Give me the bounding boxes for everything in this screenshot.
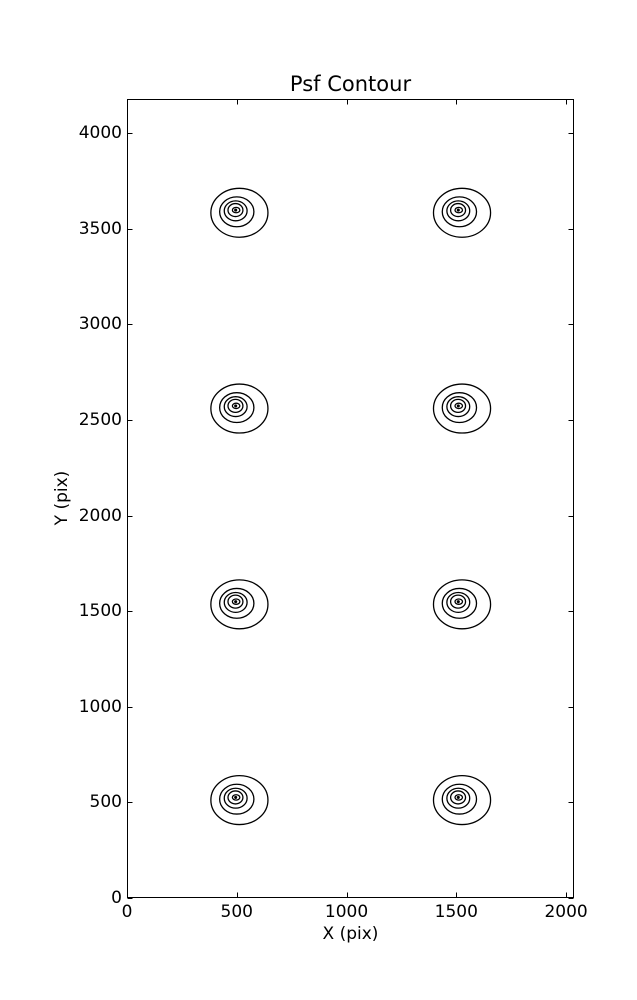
psf-center-dot [234,600,238,604]
contour-ring [227,398,244,414]
x-tick-label: 1500 [434,902,478,922]
psf-center-dot [234,208,238,212]
contour-ring [227,202,244,218]
tick-marks [127,99,574,899]
contour-ring [218,587,255,619]
contour-ring [449,790,467,805]
contour-ring [231,402,241,410]
contour-ring [449,202,467,218]
y-tick-label: 3000 [78,314,122,335]
y-tick-label: 3500 [78,218,122,239]
axes-frame [127,99,574,898]
psf-contour [432,774,492,826]
x-axis-label: X (pix) [322,924,379,944]
psf-contour [210,579,269,630]
y-tick-label: 2500 [78,410,122,430]
x-tick-label: 1000 [324,902,369,922]
contour-ring [454,206,464,214]
contour-ring [231,794,241,801]
chart-title: Psf Contour [289,72,412,96]
contour-ring [432,187,492,238]
contour-ring [446,787,471,809]
contour-ring [432,774,492,826]
contour-ring [446,200,471,222]
psf-center-dot [456,600,460,604]
psf-contour [432,187,492,238]
x-tick-label: 500 [220,902,253,922]
contour-ring [210,579,269,630]
contour-plot [210,187,492,826]
psf-center-dot [234,795,238,799]
contour-ring [227,790,244,805]
x-tick-label: 2000 [544,902,588,922]
contour-ring [218,392,255,424]
contour-ring [454,794,464,801]
contour-ring [210,187,269,238]
y-tick-label: 2000 [78,505,122,526]
psf-center-dot [456,795,460,799]
y-axis-label: Y (pix) [52,470,72,526]
contour-ring [227,594,244,609]
contour-ring [223,787,248,809]
contour-ring [441,392,478,424]
psf-contour [210,383,269,434]
contour-ring [231,598,241,605]
y-tick-label: 4000 [78,123,122,144]
contour-ring [441,783,478,815]
x-tick-label: 0 [121,902,133,922]
contour-ring [432,383,492,434]
y-tick-label: 500 [89,792,122,813]
contour-ring [441,196,478,228]
contour-ring [223,591,248,614]
contour-ring [210,774,269,826]
contour-ring [446,591,471,614]
psf-center-dot [456,404,460,408]
y-tick-label: 1500 [78,601,122,622]
contour-ring [210,383,269,434]
contour-ring [441,587,478,619]
contour-ring [218,196,255,228]
contour-ring [432,579,492,630]
psf-contour [210,187,269,238]
psf-contour [432,579,492,630]
contour-ring [446,396,471,418]
contour-ring [449,398,467,414]
psf-contour [210,774,269,826]
psf-contour [432,383,492,434]
contour-ring [218,783,255,815]
contour-ring [449,594,467,609]
contour-ring [454,402,464,410]
psf-center-dot [456,208,460,212]
contour-ring [231,206,241,214]
contour-ring [223,200,248,222]
contour-ring [454,598,464,605]
psf-center-dot [234,404,238,408]
contour-ring [223,396,248,418]
y-tick-label: 1000 [78,696,122,717]
y-tick-label: 0 [111,888,122,908]
